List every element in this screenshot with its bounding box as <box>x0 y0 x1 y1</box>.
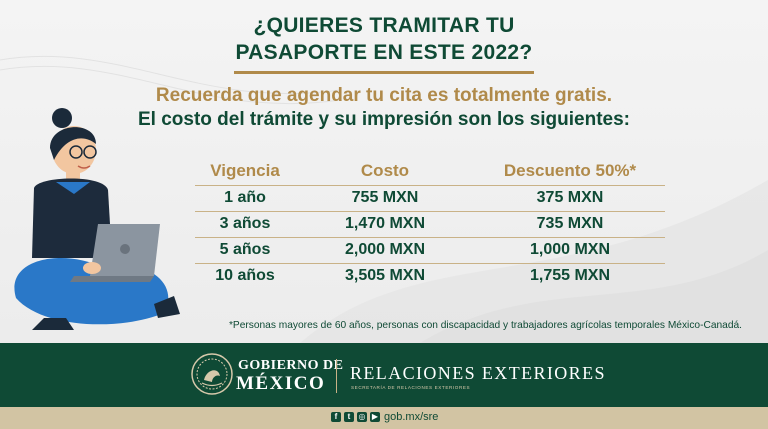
intro-line-2: El costo del trámite y su impresión son … <box>137 109 630 130</box>
cell-costo: 1,470 MXN <box>295 211 475 238</box>
table-row: 5 años 2,000 MXN 1,000 MXN <box>195 237 665 264</box>
infographic-canvas: ¿QUIERES TRAMITAR TU PASAPORTE EN ESTE 2… <box>0 0 768 343</box>
table-row: 10 años 3,505 MXN 1,755 MXN <box>195 263 665 289</box>
header-costo: Costo <box>295 158 475 186</box>
gob-mx-sre-link[interactable]: gob.mx/sre <box>384 411 439 423</box>
person-with-laptop-illustration <box>14 108 180 330</box>
headline-line-1: ¿QUIERES TRAMITAR TU <box>253 14 515 37</box>
relaciones-exteriores-text: RELACIONES EXTERIORES <box>350 363 606 383</box>
cell-vigencia: 10 años <box>215 267 275 285</box>
footer-divider <box>336 359 337 393</box>
government-footer-bar: GOBIERNO DE MÉXICO RELACIONES EXTERIORES… <box>0 343 768 407</box>
background-waves <box>0 55 768 343</box>
secretaria-subtitle: SECRETARÍA DE RELACIONES EXTERIORES <box>351 385 471 390</box>
cell-descuento: 735 MXN <box>475 211 665 238</box>
cell-costo: 3,505 MXN <box>344 267 426 285</box>
cell-descuento: 1,000 MXN <box>475 237 665 264</box>
gobierno-de-text: GOBIERNO DE <box>238 358 344 373</box>
cell-vigencia: 1 año <box>195 185 295 212</box>
discount-footnote: *Personas mayores de 60 años, personas c… <box>228 320 742 331</box>
intro-line-1: Recuerda que agendar tu cita es totalmen… <box>155 85 613 106</box>
cell-descuento: 375 MXN <box>475 185 665 212</box>
cell-descuento: 1,755 MXN <box>529 267 611 285</box>
national-seal-icon <box>191 353 233 395</box>
instagram-icon[interactable]: ◎ <box>357 412 367 422</box>
table-header-row: Vigencia Costo Descuento 50%* <box>195 158 665 186</box>
cell-costo: 2,000 MXN <box>295 237 475 264</box>
youtube-icon[interactable]: ▶ <box>370 412 380 422</box>
table-row: 1 año 755 MXN 375 MXN <box>195 185 665 212</box>
passport-price-table: Vigencia Costo Descuento 50%* 1 año 755 … <box>195 158 665 289</box>
cell-costo: 755 MXN <box>295 185 475 212</box>
mexico-text: MÉXICO <box>236 373 326 394</box>
twitter-icon[interactable]: t <box>344 412 354 422</box>
cell-vigencia: 3 años <box>195 211 295 238</box>
header-vigencia: Vigencia <box>195 158 295 186</box>
social-footer-bar: f t ◎ ▶ gob.mx/sre <box>0 407 768 429</box>
table-row: 3 años 1,470 MXN 735 MXN <box>195 211 665 238</box>
header-descuento: Descuento 50%* <box>475 158 665 186</box>
headline-line-2: PASAPORTE EN ESTE 2022? <box>235 41 533 64</box>
facebook-icon[interactable]: f <box>331 412 341 422</box>
headline: ¿QUIERES TRAMITAR TU PASAPORTE EN ESTE 2… <box>0 12 768 66</box>
headline-underline <box>234 71 534 74</box>
cell-vigencia: 5 años <box>195 237 295 264</box>
social-icons: f t ◎ ▶ <box>331 412 380 422</box>
